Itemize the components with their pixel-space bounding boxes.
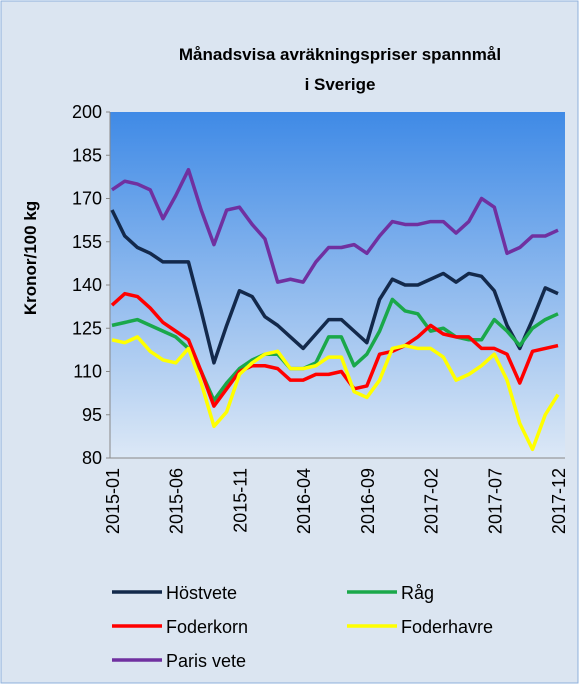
y-tick-label: 80 — [82, 448, 102, 468]
series-line — [111, 167, 559, 284]
series-line — [111, 335, 560, 452]
y-tick-label: 200 — [72, 102, 102, 122]
x-tick-label: 2017-07 — [485, 468, 505, 534]
plot-area — [110, 112, 565, 458]
y-tick-label: 125 — [72, 318, 102, 338]
chart-title: Månadsvisa avräkningspriser spannmål — [179, 45, 501, 64]
legend-label: Paris vete — [166, 651, 246, 671]
series-line — [110, 209, 559, 365]
series-line — [111, 297, 559, 403]
y-tick-label: 185 — [72, 145, 102, 165]
y-tick-label: 110 — [73, 362, 102, 382]
x-tick-label: 2016-09 — [358, 468, 378, 534]
x-tick-label: 2017-12 — [549, 468, 569, 534]
x-tick-label: 2017-02 — [422, 468, 442, 534]
y-tick-label: 140 — [72, 275, 102, 295]
x-tick-label: 2015-11 — [230, 468, 250, 533]
x-tick-label: 2015-06 — [167, 468, 187, 534]
legend-label: Höstvete — [166, 583, 237, 603]
legend-label: Foderkorn — [166, 617, 248, 637]
y-tick-label: 170 — [72, 189, 102, 209]
legend-label: Råg — [401, 583, 434, 603]
y-tick-label: 155 — [72, 232, 102, 252]
y-tick-label: 95 — [82, 405, 102, 425]
legend-label: Foderhavre — [401, 617, 493, 637]
series-line — [110, 291, 559, 408]
y-axis-label: Kronor/100 kg — [21, 201, 40, 315]
x-tick-label: 2015-01 — [103, 468, 123, 534]
x-tick-label: 2016-04 — [294, 468, 314, 534]
chart-title: i Sverige — [305, 75, 376, 94]
